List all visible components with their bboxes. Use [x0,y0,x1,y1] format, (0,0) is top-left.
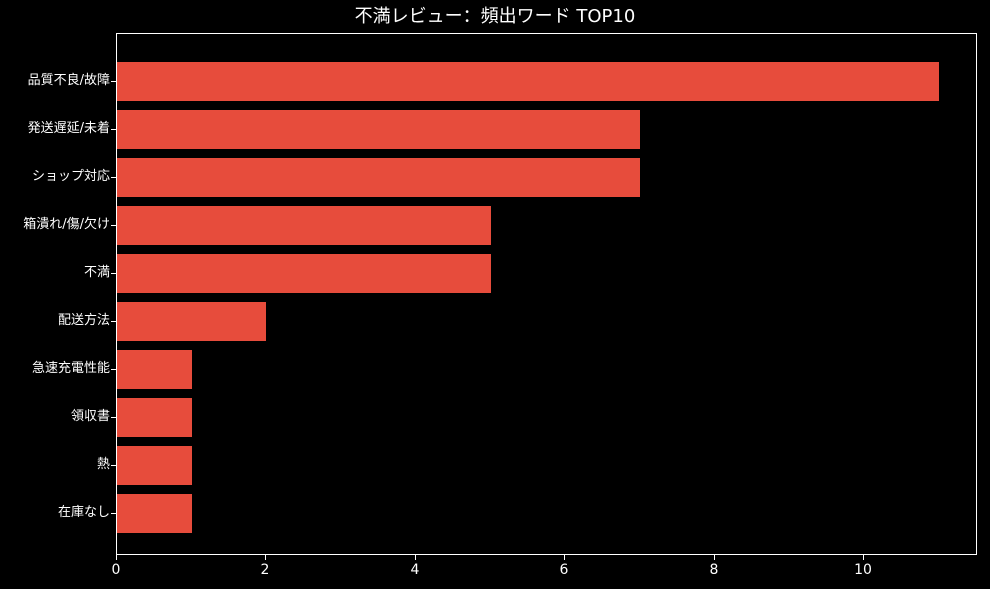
y-tick-mark-8 [111,465,116,466]
x-tick-label-4: 8 [709,562,719,578]
bar-5 [117,301,266,341]
y-tick-label-4: 不満 [83,265,110,280]
plot-area [116,33,977,555]
y-tick-mark-4 [111,273,116,274]
y-tick-mark-5 [111,321,116,322]
bar-6 [117,349,192,389]
x-tick-mark-1 [265,555,266,560]
y-tick-mark-6 [111,369,116,370]
bar-7 [117,397,192,437]
x-tick-mark-5 [863,555,864,560]
bar-4 [117,253,491,293]
bar-3 [117,205,491,245]
bar-0 [117,61,939,101]
x-tick-label-1: 2 [260,562,270,578]
x-tick-mark-3 [564,555,565,560]
bar-2 [117,157,640,197]
y-tick-label-6: 急速充電性能 [31,361,110,376]
y-tick-label-5: 配送方法 [57,313,110,328]
y-tick-mark-9 [111,513,116,514]
bar-8 [117,445,192,485]
x-tick-label-3: 6 [559,562,569,578]
x-tick-mark-2 [415,555,416,560]
y-tick-label-1: 発送遅延/未着 [27,121,110,136]
bar-9 [117,493,192,533]
y-tick-label-7: 領収書 [70,409,110,424]
y-tick-label-2: ショップ対応 [31,169,110,184]
bar-1 [117,109,640,149]
x-tick-mark-4 [714,555,715,560]
chart-title: 不満レビュー：頻出ワード TOP10 [354,6,636,27]
x-tick-label-0: 0 [111,562,121,578]
y-tick-mark-0 [111,81,116,82]
y-tick-mark-7 [111,417,116,418]
y-tick-mark-2 [111,177,116,178]
y-tick-label-0: 品質不良/故障 [27,73,110,88]
y-tick-mark-3 [111,225,116,226]
y-tick-label-8: 熱 [96,457,110,472]
x-tick-mark-0 [116,555,117,560]
y-tick-label-3: 箱潰れ/傷/欠け [23,217,110,232]
y-tick-mark-1 [111,129,116,130]
x-tick-label-2: 4 [410,562,420,578]
x-tick-label-5: 10 [854,562,872,578]
y-tick-label-9: 在庫なし [57,505,110,520]
